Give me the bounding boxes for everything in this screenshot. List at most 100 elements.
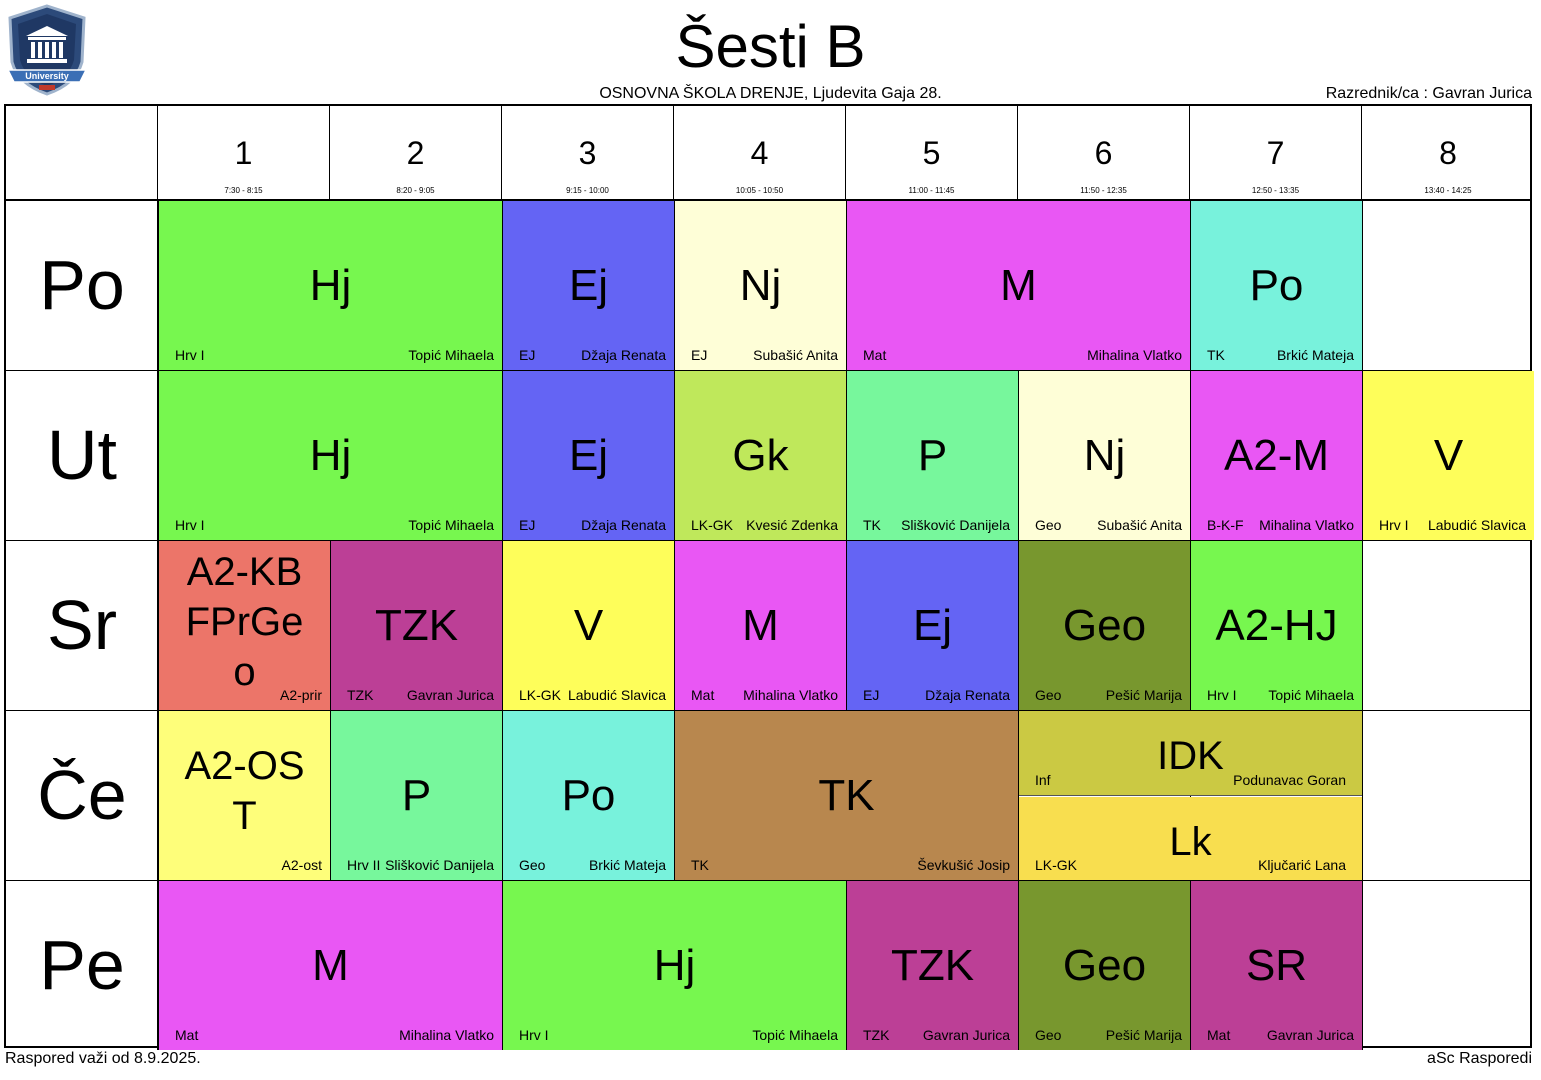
lesson-group: Mat xyxy=(863,347,887,363)
lesson-cell[interactable]: V Hrv I Labudić Slavica xyxy=(1363,371,1534,540)
lesson-cell[interactable]: Nj Geo Subašić Anita xyxy=(1019,371,1190,540)
lesson-cell[interactable]: A2-M B-K-F Mihalina Vlatko xyxy=(1191,371,1362,540)
lesson-cell[interactable]: Nj EJ Subašić Anita xyxy=(675,201,846,370)
lesson-teacher: A2-ost xyxy=(281,857,322,873)
lesson-cell[interactable]: P TK Slišković Danijela xyxy=(847,371,1018,540)
period-number: 5 xyxy=(922,135,941,171)
lesson-group: Geo xyxy=(1035,1027,1062,1043)
lesson-subject: Geo xyxy=(1062,941,1147,990)
lesson-teacher: Brkić Mateja xyxy=(588,857,666,873)
lesson-group: Hrv I xyxy=(175,517,205,533)
lesson-group: Geo xyxy=(519,857,546,873)
lesson-teacher: Labudić Slavica xyxy=(567,687,666,703)
lesson-cell[interactable]: A2-KB FPrGe o A2-prir xyxy=(159,541,330,710)
lesson-cell[interactable]: TZK TZK Gavran Jurica xyxy=(331,541,502,710)
grid-col-line xyxy=(502,200,503,1050)
period-number: 7 xyxy=(1266,135,1285,171)
lesson-cell[interactable]: Lk LK-GK Ključarić Lana xyxy=(1019,797,1362,880)
grid-col-line xyxy=(1018,200,1019,1050)
lesson-cell[interactable]: Ej EJ Džaja Renata xyxy=(503,371,674,540)
grid-row-line xyxy=(6,710,1530,711)
lesson-subject: TZK xyxy=(890,941,975,990)
lesson-group: Hrv II xyxy=(347,857,381,873)
lesson-cell[interactable]: A2-OS T A2-ost xyxy=(159,711,330,880)
period-time: 11:00 - 11:45 xyxy=(908,186,955,195)
period-header: 4 10:05 - 10:50 xyxy=(674,106,846,200)
lesson-cell[interactable]: Hj Hrv I Topić Mihaela xyxy=(159,201,502,370)
lesson-cell[interactable]: IDK Inf Podunavac Goran xyxy=(1019,711,1362,796)
timetable-grid: 1 7:30 - 8:15 2 8:20 - 9:05 3 9:15 - 10:00 4 10… xyxy=(4,104,1534,1050)
lesson-subject: Po xyxy=(561,771,616,820)
lesson-subject: Lk xyxy=(1169,820,1212,864)
school-address: OSNOVNA ŠKOLA DRENJE, Ljudevita Gaja 28. xyxy=(599,85,942,102)
period-number: 6 xyxy=(1094,135,1113,171)
period-number: 4 xyxy=(750,135,769,171)
period-time: 12:50 - 13:35 xyxy=(1251,186,1300,195)
software-credit: aSc Rasporedi xyxy=(1427,1050,1532,1067)
lesson-subject: Ej xyxy=(912,601,953,650)
lesson-teacher: Topić Mihaela xyxy=(752,1027,838,1043)
lesson-cell[interactable]: Po Geo Brkić Mateja xyxy=(503,711,674,880)
lesson-cell[interactable]: Geo Geo Pešić Marija xyxy=(1019,541,1190,710)
lesson-cell[interactable]: Po TK Brkić Mateja xyxy=(1191,201,1362,370)
lesson-cell[interactable]: Hj Hrv I Topić Mihaela xyxy=(159,371,502,540)
lesson-group: Mat xyxy=(1207,1027,1231,1043)
lesson-subject: Hj xyxy=(309,431,352,480)
lesson-cell[interactable]: M Mat Mihalina Vlatko xyxy=(159,881,502,1050)
grid-row-line xyxy=(6,540,1530,541)
lesson-teacher: Džaja Renata xyxy=(581,517,666,533)
lesson-teacher: Mihalina Vlatko xyxy=(1259,517,1354,533)
lesson-group: LK-GK xyxy=(1035,857,1078,873)
lesson-subject: M xyxy=(742,601,779,650)
lesson-cell[interactable]: Geo Geo Pešić Marija xyxy=(1019,881,1190,1050)
lesson-cell[interactable]: Ej EJ Džaja Renata xyxy=(847,541,1018,710)
lesson-teacher: Topić Mihaela xyxy=(1268,687,1354,703)
period-number: 3 xyxy=(578,135,597,171)
lesson-cell[interactable]: SR Mat Gavran Jurica xyxy=(1191,881,1362,1050)
period-time: 8:20 - 9:05 xyxy=(396,186,435,195)
lesson-teacher: Ključarić Lana xyxy=(1258,857,1346,873)
lesson-cell[interactable]: A2-HJ Hrv I Topić Mihaela xyxy=(1191,541,1362,710)
lesson-subject-line: A2-KB xyxy=(186,550,303,594)
grid-col-line xyxy=(1190,200,1191,1050)
lesson-teacher: Kvesić Zdenka xyxy=(746,517,838,533)
lesson-teacher: Gavran Jurica xyxy=(1266,1027,1354,1043)
day-label: Ut xyxy=(47,416,117,494)
lesson-subject: Po xyxy=(1249,261,1304,310)
lesson-cell[interactable]: P Hrv II Slišković Danijela xyxy=(331,711,502,880)
lesson-cell[interactable]: M Mat Mihalina Vlatko xyxy=(847,201,1190,370)
lesson-subject: M xyxy=(312,941,349,990)
lesson-teacher: Pešić Marija xyxy=(1105,687,1182,703)
lesson-teacher: Mihalina Vlatko xyxy=(743,687,838,703)
lesson-subject: P xyxy=(917,431,948,480)
lesson-subject: Ej xyxy=(568,261,609,310)
period-header: 7 12:50 - 13:35 xyxy=(1190,106,1362,200)
lesson-teacher: Gavran Jurica xyxy=(922,1027,1010,1043)
lesson-group: LK-GK xyxy=(691,517,734,533)
lesson-group: Hrv I xyxy=(175,347,205,363)
lesson-cell[interactable]: M Mat Mihalina Vlatko xyxy=(675,541,846,710)
valid-from-note: Raspored važi od 8.9.2025. xyxy=(5,1050,201,1067)
lesson-teacher: Subašić Anita xyxy=(753,347,838,363)
lesson-cell[interactable]: Ej EJ Džaja Renata xyxy=(503,201,674,370)
period-time: 11:50 - 12:35 xyxy=(1080,186,1127,195)
lesson-cell[interactable]: TZK TZK Gavran Jurica xyxy=(847,881,1018,1050)
lesson-cell[interactable]: V LK-GK Labudić Slavica xyxy=(503,541,674,710)
lesson-teacher: Džaja Renata xyxy=(925,687,1010,703)
period-header: 5 11:00 - 11:45 xyxy=(846,106,1018,200)
lesson-cell[interactable]: TK TK Ševkušić Josip xyxy=(675,711,1018,880)
lesson-group: LK-GK xyxy=(519,687,562,703)
lesson-group: Mat xyxy=(691,687,715,703)
lesson-subject: P xyxy=(401,771,432,820)
lesson-teacher: Slišković Danijela xyxy=(901,517,1010,533)
grid-row-line xyxy=(6,880,1530,881)
lesson-teacher: Mihalina Vlatko xyxy=(1087,347,1182,363)
lesson-group: Geo xyxy=(1035,517,1062,533)
lesson-subject: Geo xyxy=(1062,601,1147,650)
lesson-cell[interactable]: Hj Hrv I Topić Mihaela xyxy=(503,881,846,1050)
day-label: Pe xyxy=(39,926,125,1004)
lesson-subject: TK xyxy=(818,771,875,820)
lesson-subject: SR xyxy=(1245,941,1308,990)
lesson-cell[interactable]: Gk LK-GK Kvesić Zdenka xyxy=(675,371,846,540)
lesson-subject: TZK xyxy=(374,601,459,650)
